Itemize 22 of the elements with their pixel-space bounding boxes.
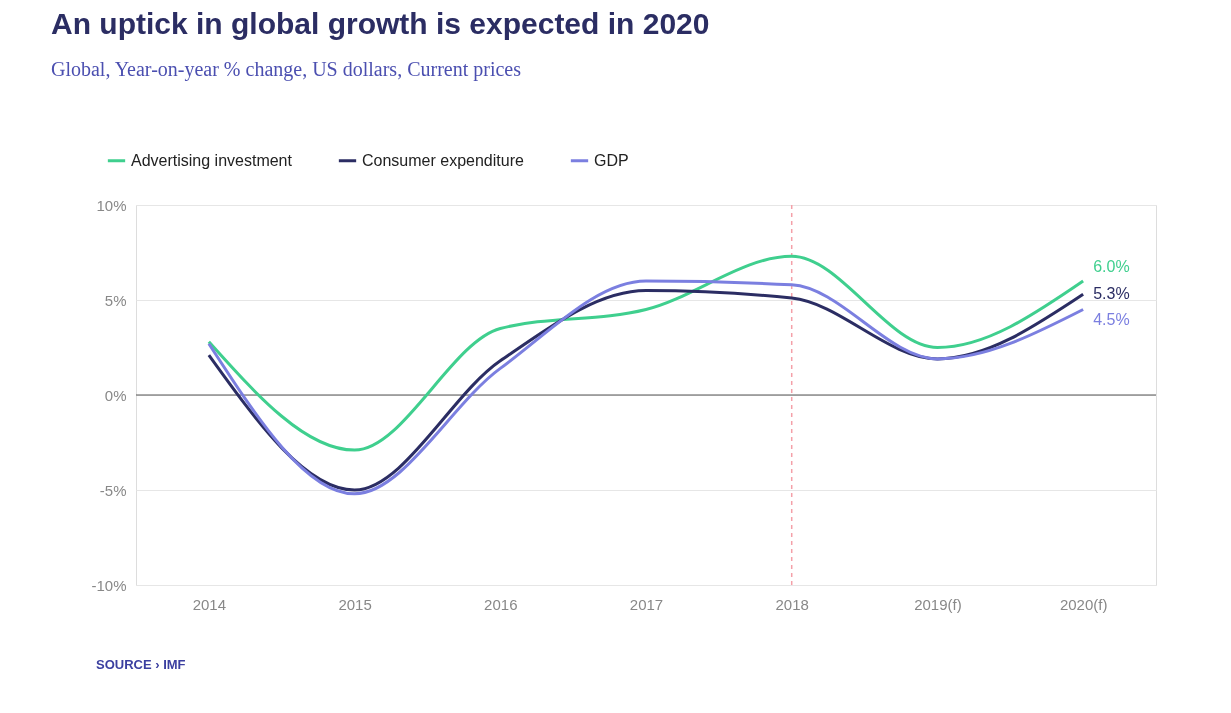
data-label: 6.0% [1093, 258, 1130, 275]
x-tick-label: 2014 [192, 595, 227, 613]
x-tick-label: 2015 [338, 595, 372, 613]
y-tick-label: 5% [104, 291, 127, 309]
chart-subtitle: Global, Year-on-year % change, US dollars, Current prices [50, 58, 522, 81]
y-tick-label: 10% [96, 196, 127, 214]
legend-label: Advertising investment [131, 151, 293, 169]
y-tick-label: 0% [104, 386, 127, 404]
x-tick-label: 2020(f) [1059, 595, 1108, 613]
x-tick-label: 2019(f) [914, 595, 962, 613]
chart-title: An uptick in global growth is expected in 2020 [50, 7, 710, 40]
legend-label: GDP [594, 151, 629, 169]
y-tick-label: -5% [99, 481, 127, 499]
legend-label: Consumer expenditure [362, 151, 524, 169]
data-label: 4.5% [1093, 310, 1130, 328]
line-series [207, 254, 1085, 452]
x-tick-label: 2018 [775, 595, 809, 613]
x-tick-label: 2017 [629, 595, 664, 613]
data-label: 5.3% [1093, 285, 1130, 303]
y-tick-label: -10% [91, 576, 127, 594]
x-tick-label: 2016 [484, 595, 518, 613]
source-note: SOURCE › IMF [96, 657, 186, 672]
